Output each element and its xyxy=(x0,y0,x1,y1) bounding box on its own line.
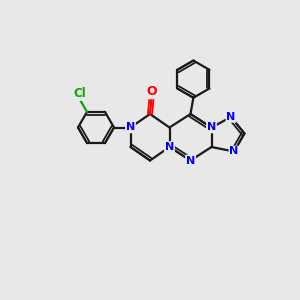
Text: N: N xyxy=(207,122,216,133)
Text: N: N xyxy=(186,155,195,166)
Text: N: N xyxy=(230,146,238,157)
Text: N: N xyxy=(126,122,135,133)
Text: Cl: Cl xyxy=(74,87,87,100)
Text: O: O xyxy=(146,85,157,98)
Text: N: N xyxy=(226,112,236,122)
Text: N: N xyxy=(165,142,174,152)
